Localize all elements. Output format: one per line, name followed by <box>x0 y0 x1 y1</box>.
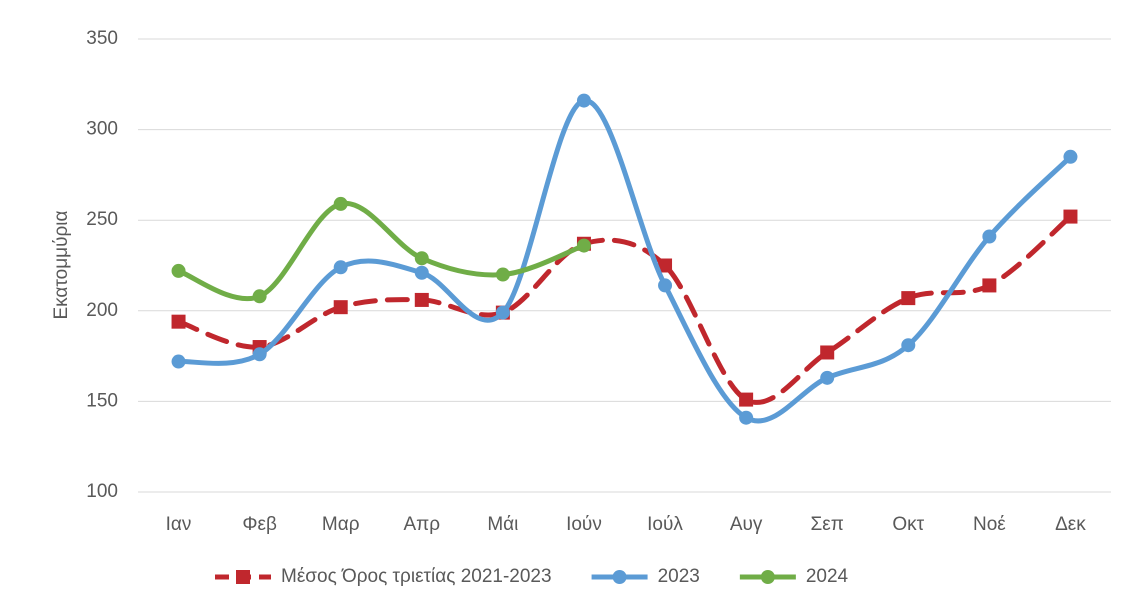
x-tick-label: Αυγ <box>730 514 763 535</box>
legend-label: Μέσος Όρος τριετίας 2021-2023 <box>281 566 552 587</box>
x-tick-label: Ιαν <box>166 514 192 535</box>
x-tick-label: Ιούλ <box>647 514 683 535</box>
data-point <box>658 258 673 273</box>
legend-label: 2024 <box>806 566 849 587</box>
y-axis-label: Εκατομμύρια <box>51 210 72 319</box>
y-tick-label: 250 <box>86 209 118 230</box>
x-tick-label: Δεκ <box>1055 514 1086 535</box>
data-point <box>333 300 348 315</box>
legend-label: 2023 <box>658 566 700 587</box>
y-tick-label: 100 <box>86 481 118 502</box>
data-point <box>171 263 186 278</box>
data-point <box>739 410 754 425</box>
data-point <box>252 289 267 304</box>
data-point <box>414 265 429 280</box>
x-tick-label: Σεπ <box>811 514 844 535</box>
data-point <box>333 196 348 211</box>
data-point <box>982 229 997 244</box>
y-tick-label: 300 <box>86 119 118 140</box>
data-point <box>495 267 510 282</box>
series-line <box>176 98 1073 424</box>
y-tick-label: 350 <box>86 28 118 49</box>
y-tick-label: 150 <box>86 390 118 411</box>
legend-marker <box>612 570 627 584</box>
data-point <box>576 238 591 253</box>
data-point <box>495 305 510 320</box>
series-line <box>176 200 587 301</box>
x-tick-label: Μαρ <box>322 514 360 535</box>
data-point <box>820 370 835 385</box>
data-point <box>739 392 754 407</box>
data-point <box>820 345 835 360</box>
data-point <box>901 338 916 353</box>
legend-marker <box>760 570 775 584</box>
x-tick-label: Μάι <box>487 514 518 535</box>
legend-marker <box>236 570 250 584</box>
x-tick-label: Απρ <box>403 514 440 535</box>
x-tick-label: Νοέ <box>973 514 1006 535</box>
y-tick-label: 200 <box>86 300 118 321</box>
data-point <box>171 354 186 369</box>
data-point <box>171 314 186 329</box>
x-tick-label: Ιούν <box>566 514 602 535</box>
data-point <box>576 93 591 108</box>
data-point <box>982 278 997 293</box>
data-point <box>658 278 673 293</box>
data-point <box>333 260 348 275</box>
data-point <box>414 251 429 266</box>
data-point <box>1063 149 1078 164</box>
x-tick-label: Οκτ <box>892 514 924 535</box>
data-point <box>414 292 429 307</box>
data-point <box>901 291 916 306</box>
x-tick-label: Φεβ <box>242 514 277 535</box>
data-point <box>252 347 267 362</box>
data-point <box>1063 209 1078 224</box>
